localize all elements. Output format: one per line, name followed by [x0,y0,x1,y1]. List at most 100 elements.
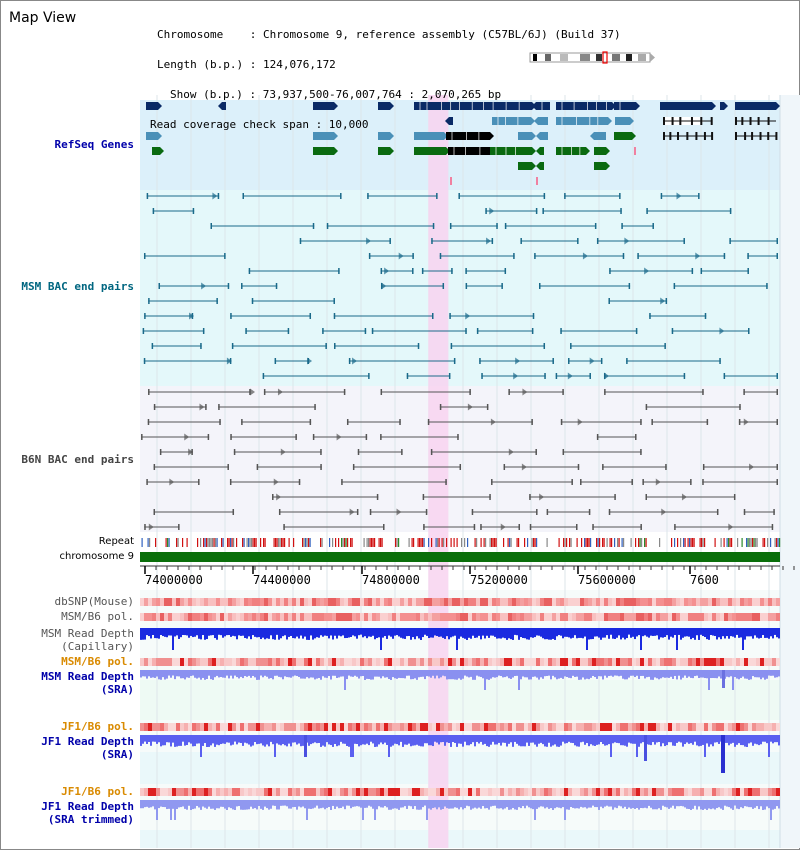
track-label-msm-read-depth[interactable]: MSM Read Depth [41,627,134,640]
msm-b6-pol-cell [312,613,316,621]
jf1-sra-depth-bar [776,735,778,743]
b6n-bac-end [422,494,425,500]
dbsnp-cell [528,598,532,606]
track-label-refseq[interactable]: RefSeq Genes [54,138,134,151]
msm-b6-pol-cell [356,613,360,621]
jf1-b6-pol-2-cell [412,788,416,796]
jf1-sra-depth-bar [318,735,320,743]
dbsnp-cell [712,598,716,606]
b6n-bac-arrow [490,418,496,426]
jf1-b6-pol-2-cell [704,788,708,796]
msm-b6-pol-cell [672,613,676,621]
jf1-trimmed-depth-bar [776,800,778,807]
msm-b6-pol-cell [740,613,744,621]
msm-b6-pol-cell [420,613,424,621]
repeat-mark [689,538,691,547]
jf1-b6-pol-2-cell [612,788,616,796]
msm-capillary-depth-bar [150,628,152,639]
msm-bac-end [723,373,726,379]
jf1-trimmed-depth-bar [646,800,648,809]
jf1-trimmed-depth-bar [286,800,288,807]
b6n-bac-end [380,389,383,395]
track-label-msm-read-depth-2[interactable]: MSM Read Depth [41,670,134,683]
gene-arrow [445,117,449,125]
dbsnp-cell [500,598,504,606]
track-label-chromosome[interactable]: chromosome 9 [59,551,134,562]
repeat-mark [155,538,157,547]
jf1-trimmed-depth-bar [340,800,342,808]
track-label-jf1-read-depth[interactable]: JF1 Read Depth [41,735,134,748]
jf1-sra-depth-bar [588,735,590,747]
jf1-b6-pol-2-cell [620,788,624,796]
msm-capillary-depth-bar [766,628,768,638]
msm-bac-arrow [695,252,701,260]
jf1-b6-pol-cell [668,723,672,731]
msm-capillary-depth-bar [146,628,148,636]
dbsnp-cell [724,598,728,606]
msm-capillary-depth-bar [506,628,508,640]
msm-bac-end [479,358,481,364]
msm-b6-pol-2-cell [196,658,200,666]
jf1-sra-depth-bar [284,735,286,746]
jf1-b6-pol-2-cell [504,788,508,796]
jf1-trimmed-depth-bar [590,800,592,808]
jf1-b6-pol-cell [232,723,236,731]
msm-b6-pol-cell [696,613,700,621]
gene-body [378,102,390,110]
jf1-b6-pol-cell [708,723,712,731]
msm-bac-end [333,313,336,319]
jf1-sra-depth-bar [662,735,664,744]
jf1-trimmed-depth-bar [150,800,152,808]
jf1-sra-depth-bar [282,735,284,745]
msm-sra-depth-bar [588,670,590,680]
jf1-b6-pol-2-cell [660,788,664,796]
repeat-mark [212,538,214,547]
track-label-dbsnp[interactable]: dbSNP(Mouse) [54,595,134,608]
msm-b6-pol-2-cell [764,658,768,666]
repeat-mark [461,538,463,547]
track-label-b6n-bac[interactable]: B6N BAC end pairs [21,453,134,466]
msm-bac-end [766,283,768,289]
msm-sra-depth-bar [546,670,548,676]
jf1-sra-depth-bar [274,735,276,757]
msm-b6-pol-cell [680,613,684,621]
jf1-b6-pol-cell [608,723,612,731]
track-label-jf1-b6-pol[interactable]: JF1/B6 pol. [61,720,134,733]
msm-sra-depth-bar [256,670,258,680]
jf1-sra-depth-bar [556,735,558,747]
track-label-msm-bac[interactable]: MSM BAC end pairs [21,280,134,293]
msm-sra-depth-bar [490,670,492,679]
gene-body [556,147,586,155]
msm-capillary-depth-bar [608,628,610,639]
track-label-jf1-read-depth-2[interactable]: JF1 Read Depth [41,800,134,813]
jf1-sra-depth-bar [294,735,296,743]
track-label-jf1-b6-pol-2[interactable]: JF1/B6 pol. [61,785,134,798]
msm-capillary-depth-bar [578,628,580,638]
track-label-msm-b6-pol-2[interactable]: MSM/B6 pol. [61,655,134,668]
msm-capillary-depth-bar [236,628,238,640]
track-label-msm-b6-pol[interactable]: MSM/B6 pol. [61,610,134,623]
jf1-sra-depth-bar [450,735,452,747]
track-label-repeat[interactable]: Repeat [98,536,134,547]
msm-sra-depth-bar [294,670,296,676]
msm-sra-depth-bar [516,670,518,676]
jf1-sra-depth-bar [654,735,656,745]
msm-b6-pol-cell [280,613,284,621]
b6n-bac-end [614,494,616,500]
msm-sra-depth-bar [300,670,302,679]
jf1-b6-pol-2-cell [484,788,488,796]
jf1-b6-pol-cell [408,723,412,731]
b6n-bac-end [380,434,382,440]
msm-b6-pol-2-cell [340,658,344,666]
msm-capillary-depth-bar [186,628,188,636]
jf1-b6-pol-cell [572,723,576,731]
msm-b6-pol-2-cell [624,658,628,666]
b6n-bac-end [771,524,774,530]
msm-sra-depth-bar [290,670,292,678]
jf1-trimmed-depth-bar [598,800,600,810]
msm-capillary-depth-bar [372,628,374,636]
msm-bac-arrow [307,357,313,365]
repeat-mark [273,538,275,547]
gene-exon [703,132,706,140]
jf1-b6-pol-2-cell [464,788,468,796]
